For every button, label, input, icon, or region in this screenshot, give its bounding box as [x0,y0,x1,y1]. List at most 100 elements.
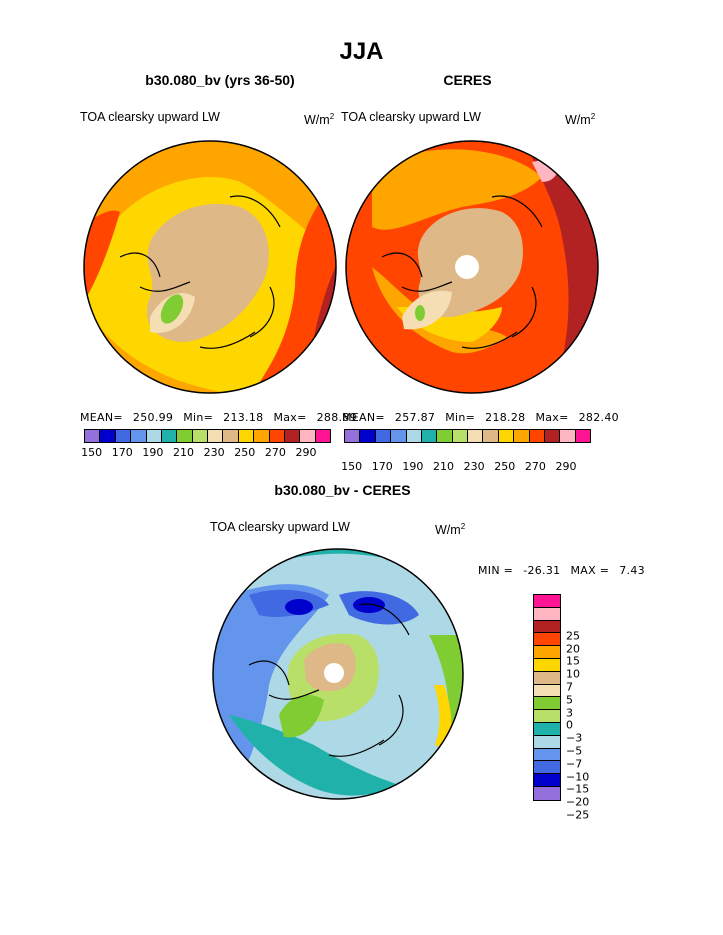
obs-colorbar-swatch [544,430,561,442]
model-colorbar-tick-label: 230 [203,446,225,459]
difference-colorbar-swatch [534,671,560,685]
model-map-boundary [83,140,337,394]
model-colorbar-swatch [315,430,330,442]
obs-colorbar-tick-label: 290 [555,460,577,473]
difference-colorbar-tick-label: −15 [566,782,590,796]
difference-colorbar-swatch [534,658,560,672]
difference-colorbar-tick-label: 0 [566,718,573,732]
obs-contour-wheat-greenland [402,290,452,330]
difference-min-value: -26.31 [523,564,561,577]
obs-colorbar-tick-label: 150 [341,460,363,473]
obs-contour-orange-north [372,149,542,230]
obs-colorbar-swatch [360,430,376,442]
obs-colorbar-tick-label: 270 [524,460,546,473]
model-min-label: Min= [183,411,214,424]
obs-colorbar-swatch [452,430,468,442]
model-stats: MEAN= 250.99 Min= 213.18 Max= 288.89 [80,411,367,424]
obs-colorbar-swatch [498,430,515,442]
obs-mean-value: 257.87 [394,411,436,424]
difference-units: W/m2 [435,522,465,537]
obs-colorbar-tick-label: 190 [402,460,424,473]
difference-max-label: MAX = [570,564,610,577]
difference-colorbar-swatch [534,774,560,787]
difference-colorbar-tick-label: −10 [566,770,590,784]
model-colorbar-tick-label: 250 [234,446,256,459]
difference-colorbar-tick-label: −5 [566,744,583,758]
obs-pole-hole [455,255,479,279]
model-colorbar-labels: 150 170 190 210 230 250 270 290 [81,446,329,460]
model-colorbar-swatch [161,430,178,442]
model-contour-green-greenland [160,294,184,324]
obs-colorbar-swatch [375,430,392,442]
obs-colorbar-swatch [437,430,453,442]
difference-colorbar-tick-label: −7 [566,757,583,771]
difference-colorbar-tick-label: −3 [566,731,583,745]
model-colorbar-swatch [254,430,270,442]
difference-colorbar-swatch [534,735,560,749]
obs-panel-title: CERES [443,72,492,88]
obs-mean-label: MEAN= [342,411,385,424]
obs-min-label: Min= [445,411,476,424]
model-contour-pink-east [328,307,336,367]
difference-colorbar-swatch [534,722,560,736]
model-colorbar-swatch [238,430,255,442]
difference-colorbar-tick-label: 20 [566,642,580,656]
model-mean-value: 250.99 [132,411,174,424]
model-units: W/m2 [304,112,334,127]
model-colorbar-tick-label: 150 [81,446,103,459]
difference-colorbar-swatch [534,684,560,698]
difference-minmax: MIN = -26.31 MAX = 7.43 [478,564,655,577]
model-min-value: 213.18 [223,411,264,424]
model-variable-label: TOA clearsky upward LW [80,110,220,124]
difference-contour-cornflower-west [213,584,329,799]
difference-panel-title: b30.080_bv - CERES [274,482,411,498]
difference-units-exp: 2 [460,522,466,531]
difference-colorbar-swatch [534,710,560,723]
model-colorbar-swatch [192,430,208,442]
difference-colorbar-tick-label: −25 [566,808,590,822]
obs-units: W/m2 [565,112,595,127]
obs-variable-label: TOA clearsky upward LW [341,110,481,124]
obs-units-exp: 2 [590,112,596,121]
difference-colorbar-swatch [534,761,560,775]
obs-colorbar-tick-label: 210 [433,460,455,473]
difference-min-label: MIN = [478,564,514,577]
model-contour-orange-north [84,141,336,287]
difference-coastlines [248,603,410,757]
difference-contour-teal-south [229,715,399,796]
obs-colorbar-labels: 150 170 190 210 230 250 270 290 [341,460,589,474]
difference-max-value: 7.43 [619,564,645,577]
obs-colorbar-tick-label: 250 [494,460,516,473]
difference-colorbar-swatch [534,646,560,659]
model-coastlines [119,195,281,349]
model-max-value: 288.89 [316,411,357,424]
difference-colorbar-swatch [534,633,560,647]
obs-max-value: 282.40 [578,411,619,424]
obs-colorbar-swatch [483,430,499,442]
obs-colorbar-swatch [560,430,576,442]
difference-map-boundary [212,548,464,800]
obs-colorbar-swatch [514,430,530,442]
model-colorbar-swatch [146,430,162,442]
model-polar-map [83,140,337,394]
obs-map-boundary [345,140,599,394]
difference-colorbar-swatch [534,595,560,608]
difference-colorbar-tick-label: 15 [566,654,580,668]
obs-max-label: Max= [535,411,569,424]
obs-colorbar-swatch [345,430,361,442]
obs-colorbar-swatch [406,430,422,442]
difference-colorbar-tick-label: 10 [566,667,580,681]
model-colorbar-tick-label: 270 [264,446,286,459]
difference-pole-hole [324,663,344,683]
model-colorbar-tick-label: 190 [142,446,164,459]
model-colorbar-swatch [208,430,224,442]
model-units-exp: 2 [329,112,335,121]
difference-colorbar-tick-label: 5 [566,693,573,707]
difference-colorbar-swatch [534,697,560,711]
difference-colorbar-tick-label: 7 [566,680,573,694]
model-colorbar-swatch [300,430,316,442]
model-colorbar-swatch [115,430,132,442]
obs-colorbar-swatch [391,430,407,442]
difference-colorbar-swatch [534,748,560,762]
model-colorbar [84,429,331,443]
